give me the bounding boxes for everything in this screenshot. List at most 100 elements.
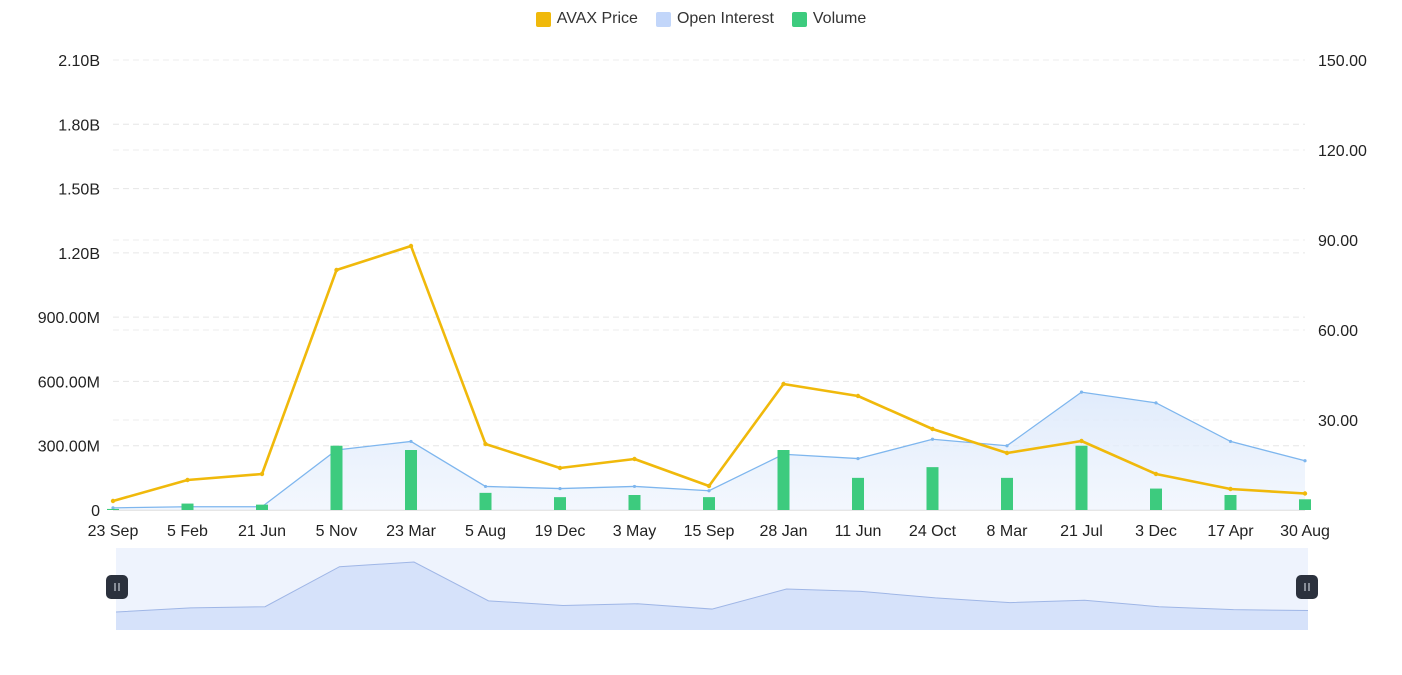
volume-bar — [1075, 445, 1088, 510]
y-left-tick-label: 600.00M — [38, 374, 100, 391]
avax-price-point — [1153, 471, 1159, 477]
y-right-tick-label: 90.00 — [1318, 233, 1358, 250]
x-tick-label: 21 Jul — [1060, 523, 1103, 540]
open-interest-point — [409, 439, 413, 444]
avax-price-series — [110, 243, 1308, 504]
chart-legend: AVAX Price Open Interest Volume — [0, 8, 1402, 30]
avax-price-point — [408, 243, 414, 249]
y-right-tick-label: 60.00 — [1318, 323, 1358, 340]
x-tick-label: 30 Aug — [1280, 523, 1330, 540]
y-right-tick-label: 30.00 — [1318, 413, 1358, 430]
open-interest-point — [1005, 444, 1009, 448]
x-tick-label: 5 Nov — [316, 523, 358, 540]
avax-price-point — [1302, 491, 1308, 496]
avax-price-point — [855, 393, 861, 399]
open-interest-point — [632, 484, 637, 489]
navigator-handle-right[interactable] — [1296, 575, 1318, 599]
x-axis: 23 Sep 5 Feb 21 Jun 5 Nov 23 Mar 5 Aug 19 Dec 3… — [88, 523, 1330, 540]
volume-series — [107, 445, 1311, 510]
legend-label: AVAX Price — [556, 10, 638, 27]
y-left-tick-label: 1.20B — [58, 246, 100, 263]
navigator-line — [115, 561, 1309, 613]
volume-bar — [330, 445, 343, 510]
x-tick-label: 24 Oct — [909, 523, 957, 540]
legend-label: Open Interest — [676, 10, 774, 27]
avax-price-point — [930, 426, 935, 432]
x-tick-label: 17 Apr — [1207, 523, 1254, 540]
legend-item-open-interest[interactable]: Open Interest — [655, 10, 774, 28]
volume-bar — [1224, 495, 1237, 510]
avax-price-point — [557, 465, 563, 471]
avax-price-point — [632, 456, 637, 462]
y-left-tick-label: 900.00M — [38, 310, 100, 327]
open-interest-point — [856, 456, 860, 461]
x-tick-label: 15 Sep — [684, 523, 735, 540]
left-axis: 0 300.00M 600.00M 900.00M 1.20B 1.50B 1.80B 2.1… — [38, 53, 100, 520]
x-tick-label: 21 Jun — [238, 523, 286, 540]
open-interest-point — [930, 437, 935, 441]
right-axis: 30.00 60.00 90.00 120.00 150.00 — [1318, 53, 1367, 430]
open-interest-point — [1079, 390, 1084, 394]
x-tick-label: 19 Dec — [535, 523, 586, 540]
avax-price-point — [334, 267, 339, 273]
range-navigator[interactable] — [106, 548, 1318, 630]
legend-swatch-icon — [535, 11, 551, 27]
y-left-tick-label: 2.10B — [58, 53, 100, 70]
y-left-tick-label: 1.50B — [58, 182, 100, 199]
legend-swatch-icon — [791, 11, 807, 27]
drag-handle-icon — [1296, 575, 1318, 599]
x-tick-label: 23 Sep — [88, 523, 139, 540]
volume-bar — [479, 492, 492, 510]
y-left-tick-label: 1.80B — [58, 117, 100, 134]
legend-label: Volume — [812, 10, 867, 27]
volume-bar — [926, 467, 939, 510]
open-interest-point — [1228, 439, 1233, 444]
open-interest-point — [1154, 401, 1158, 405]
legend-item-volume[interactable]: Volume — [791, 10, 867, 28]
y-right-tick-label: 150.00 — [1318, 53, 1367, 70]
x-tick-label: 5 Aug — [465, 523, 506, 540]
drag-handle-icon — [106, 575, 128, 599]
y-left-tick-label: 0 — [91, 503, 100, 520]
avax-price-point — [1228, 486, 1233, 492]
open-interest-area — [113, 392, 1305, 510]
volume-bar — [628, 495, 641, 510]
avax-price-point — [110, 498, 116, 504]
volume-bar — [777, 450, 790, 510]
avax-price-point — [781, 381, 786, 387]
volume-bar — [1299, 499, 1311, 510]
avax-price-point — [1079, 438, 1084, 444]
x-tick-label: 5 Feb — [167, 523, 208, 540]
open-interest-series — [111, 390, 1307, 510]
navigator-handle-left[interactable] — [106, 575, 128, 599]
legend-swatch-icon — [655, 11, 671, 27]
volume-bar — [181, 503, 194, 510]
x-tick-label: 23 Mar — [386, 523, 436, 540]
y-left-tick-label: 300.00M — [38, 439, 100, 456]
open-interest-point — [707, 489, 711, 493]
navigator-area — [116, 562, 1308, 630]
volume-bar — [1001, 477, 1013, 510]
x-tick-label: 8 Mar — [987, 523, 1029, 540]
open-interest-point — [111, 506, 115, 510]
avax-price-point — [185, 477, 190, 483]
avax-price-point — [1004, 450, 1010, 456]
open-interest-point — [483, 484, 488, 489]
x-tick-label: 28 Jan — [759, 523, 807, 540]
volume-bar — [554, 497, 566, 510]
y-right-tick-label: 120.00 — [1318, 143, 1367, 160]
avax-price-point — [259, 471, 265, 477]
legend-item-avax-price[interactable]: AVAX Price — [535, 10, 638, 28]
volume-bar — [852, 477, 864, 510]
x-tick-label: 11 Jun — [835, 523, 882, 540]
volume-bar — [405, 450, 417, 510]
volume-bar — [256, 504, 268, 510]
avax-price-point — [706, 483, 712, 489]
open-interest-point — [558, 486, 562, 491]
volume-bar — [703, 497, 715, 510]
x-tick-label: 3 Dec — [1135, 523, 1177, 540]
avax-price-point — [483, 441, 488, 447]
open-interest-point — [1303, 459, 1307, 463]
volume-bar — [1150, 488, 1162, 510]
